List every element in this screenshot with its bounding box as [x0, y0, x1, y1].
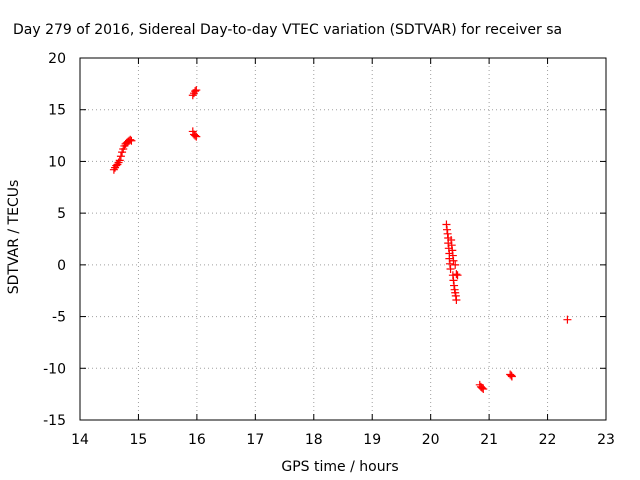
y-tick-label: -5	[52, 310, 66, 326]
x-tick-label: 23	[597, 432, 615, 448]
data-point	[115, 156, 124, 165]
y-tick-labels: 20 15 10 5 0 -5 -10 -15	[43, 51, 66, 429]
data-point	[191, 87, 200, 96]
data-point	[127, 136, 136, 145]
data-point	[451, 260, 460, 269]
x-axis-label: GPS time / hours	[281, 459, 398, 475]
plot-frame	[79, 57, 607, 421]
x-tick-label: 15	[130, 432, 148, 448]
data-points	[109, 86, 572, 393]
data-point	[452, 270, 461, 279]
data-point	[452, 296, 461, 305]
data-point	[191, 131, 200, 140]
data-point	[192, 132, 201, 141]
y-tick-label: 0	[57, 258, 66, 274]
data-point	[446, 264, 455, 273]
chart-title: Day 279 of 2016, Sidereal Day-to-day VTE…	[13, 22, 562, 38]
data-point	[563, 315, 572, 324]
x-tick-labels: 14 15 16 17 18 19 20 21 22 23	[71, 432, 615, 448]
x-tick-label: 19	[363, 432, 381, 448]
data-point	[478, 383, 487, 392]
y-tick-label: 5	[57, 206, 66, 222]
data-point	[116, 152, 125, 161]
data-point	[126, 135, 135, 144]
x-tick-label: 18	[305, 432, 323, 448]
x-tick-label: 14	[71, 432, 89, 448]
x-tick-label: 20	[422, 432, 440, 448]
data-point	[192, 86, 201, 95]
y-axis-label: SDTVAR / TECUs	[6, 180, 22, 295]
grid	[80, 58, 606, 420]
x-tick-label: 16	[188, 432, 206, 448]
y-tick-label: 15	[48, 103, 66, 119]
y-tick-label: -10	[43, 361, 66, 377]
y-tick-label: 10	[48, 154, 66, 170]
x-tick-label: 21	[480, 432, 498, 448]
data-point	[449, 256, 458, 265]
x-tick-label: 17	[246, 432, 264, 448]
data-point	[453, 271, 462, 280]
y-tick-label: -15	[43, 413, 66, 429]
data-point	[507, 372, 516, 381]
y-tick-label: 20	[48, 51, 66, 67]
data-point	[479, 384, 488, 393]
x-tick-label: 22	[539, 432, 557, 448]
